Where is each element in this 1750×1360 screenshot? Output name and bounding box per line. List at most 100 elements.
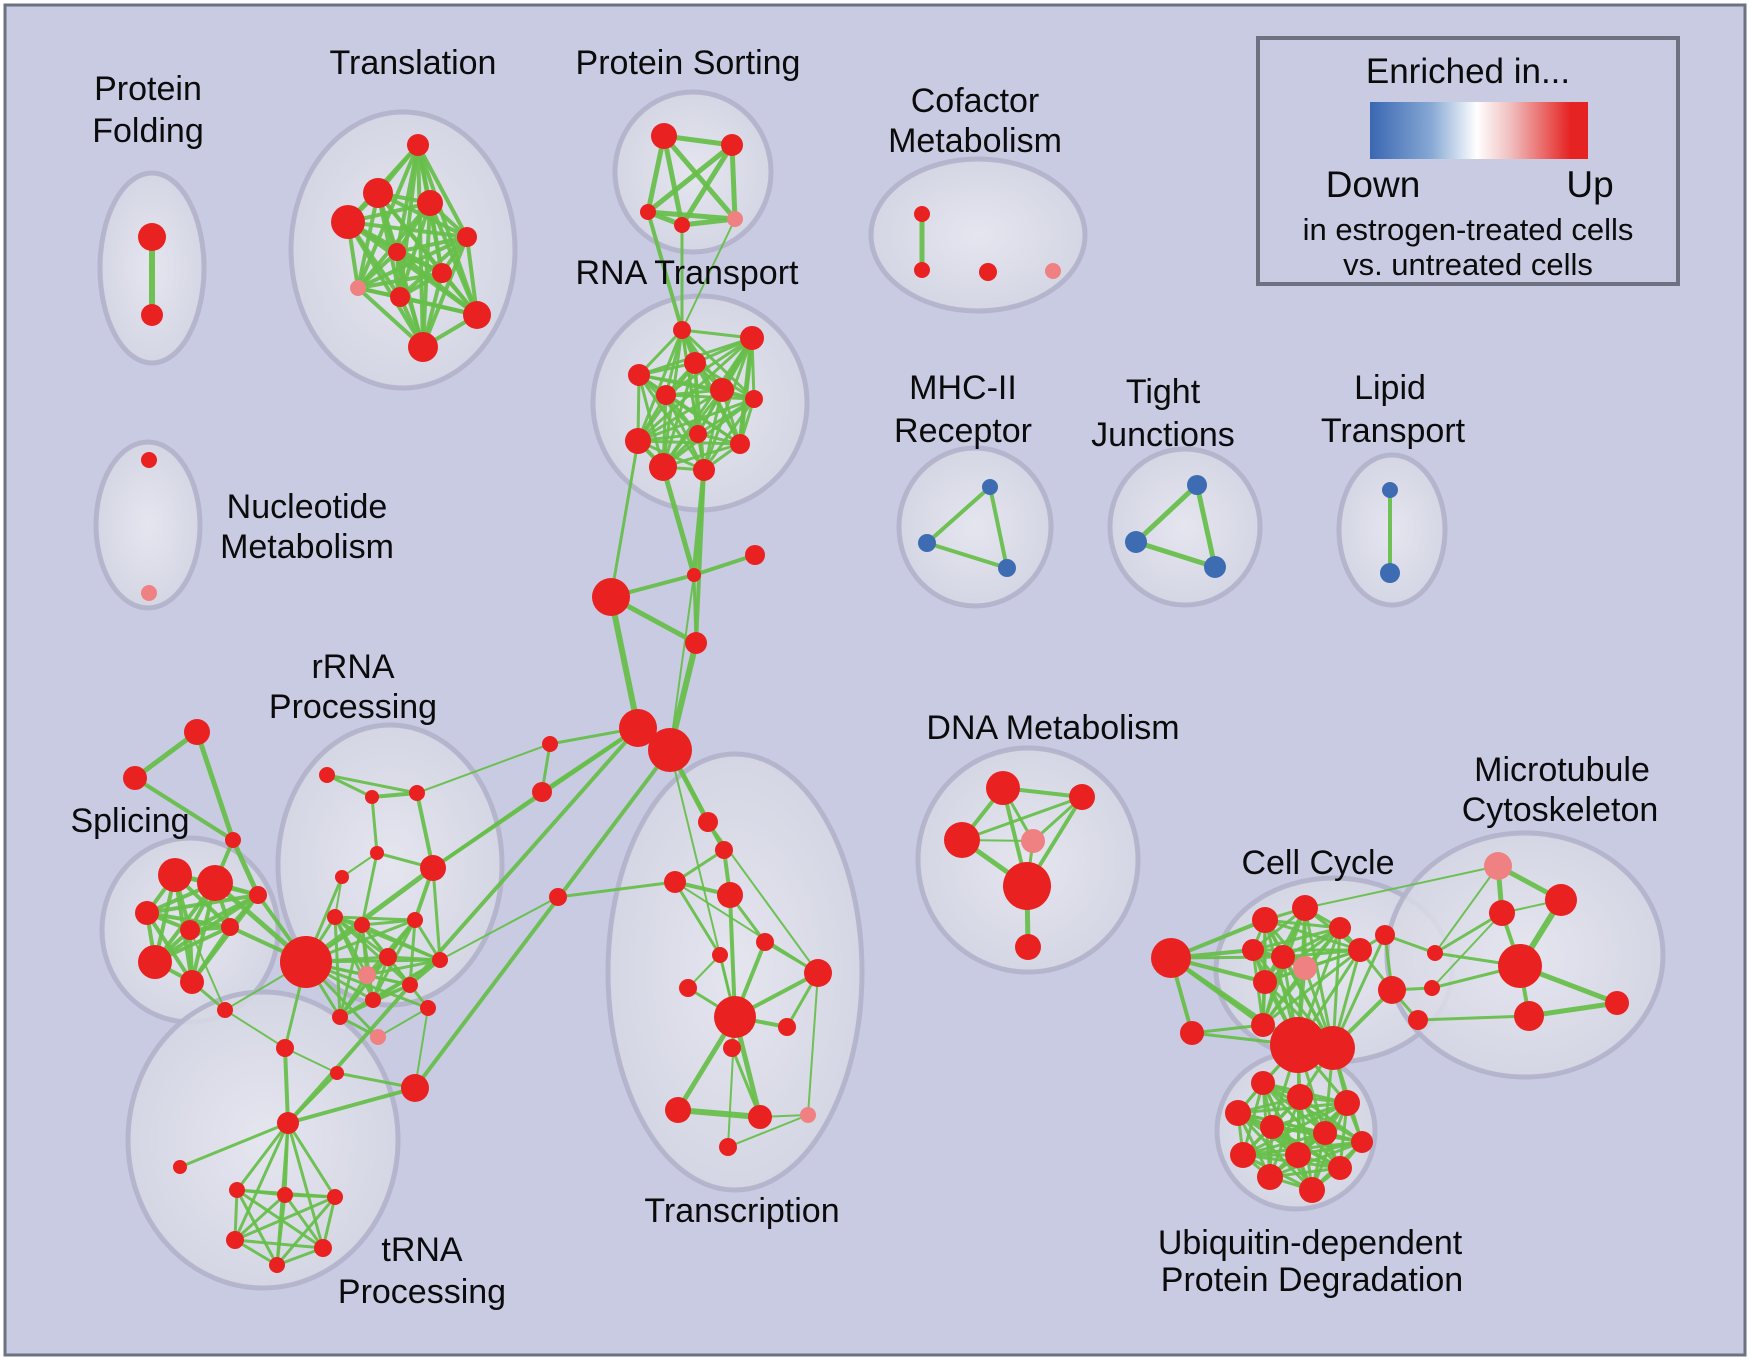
edge-sp3-sp5 — [145, 911, 232, 929]
edge-rr2-rr4 — [370, 795, 379, 855]
node-sp7 — [138, 945, 172, 979]
node-tx7 — [665, 1097, 691, 1123]
node-ub1 — [1251, 1071, 1275, 1095]
node-rr13 — [402, 977, 418, 993]
node-ps2 — [721, 134, 743, 156]
node-mh1 — [982, 479, 998, 495]
node-rr6 — [420, 855, 446, 881]
edge-rt15-hub1 — [608, 594, 641, 731]
edge-tphub-tpe — [286, 1121, 325, 1250]
node-rt10 — [730, 434, 750, 454]
edge-tr4-tr5 — [346, 220, 469, 239]
edge-ps2-ps3 — [645, 142, 735, 215]
edge-tj2-tj3 — [1133, 539, 1218, 570]
node-tpu3 — [401, 1074, 429, 1102]
cluster-label-tight-junctions-0: Tight — [1126, 373, 1201, 411]
edge-tphub-tpu1 — [283, 1046, 290, 1125]
node-spx2 — [123, 766, 147, 790]
node-rt2 — [740, 326, 764, 350]
edge-tpb-tpe — [283, 1193, 325, 1250]
cluster-label-ubiquitin-degradation-0: Ubiquitin-dependent — [1158, 1224, 1463, 1262]
node-ub2 — [1287, 1084, 1313, 1110]
legend-down-label: Down — [1325, 164, 1421, 205]
edge-c5-tx1 — [673, 880, 722, 957]
edge-cc14-mt2 — [1433, 911, 1504, 955]
edge-rr6-rr11 — [431, 866, 442, 962]
edge-tpb-tpd — [233, 1193, 287, 1242]
node-mt2 — [1489, 900, 1515, 926]
cluster-label-trna-processing-0: tRNA — [381, 1231, 463, 1269]
edge-cc13-mt3 — [1416, 1014, 1531, 1022]
node-sp5 — [221, 918, 239, 936]
edge-mh1-mh3 — [988, 485, 1009, 570]
node-cc7 — [1253, 970, 1277, 994]
edge-rr4-rr5 — [341, 852, 378, 878]
node-ub6 — [1313, 1121, 1337, 1145]
edge-rt11-rt13 — [660, 464, 697, 578]
node-ccb2 — [1311, 1026, 1355, 1070]
node-tpf — [269, 1257, 285, 1273]
node-rt14 — [745, 545, 765, 565]
node-tx5 — [778, 1018, 796, 1036]
node-tp0 — [173, 1160, 187, 1174]
edge-ps2-ps5 — [729, 142, 738, 222]
legend-box: Enriched in... Down Up in estrogen-treat… — [1256, 36, 1680, 286]
edge-c2-rr6 — [431, 790, 544, 870]
edge-tpb-tpf — [275, 1193, 287, 1267]
edge-tpc-tpd — [233, 1195, 337, 1242]
cluster-label-protein-folding-0: Protein — [94, 70, 202, 108]
edge-sp4-sp9 — [189, 929, 226, 1011]
node-rr15 — [365, 992, 381, 1008]
node-rr7 — [327, 909, 343, 925]
edge-tpu1-sp9 — [224, 1009, 286, 1049]
node-ub9 — [1285, 1142, 1311, 1168]
node-sp6 — [249, 886, 267, 904]
edge-spx1-spx3 — [194, 729, 236, 843]
cluster-label-translation-0: Translation — [330, 44, 497, 82]
node-sp1 — [158, 858, 192, 892]
edge-tx6-tx8 — [730, 1046, 762, 1119]
node-rr16 — [332, 1009, 348, 1025]
edge-tx7-tx8 — [675, 1107, 763, 1120]
node-rrhub — [280, 936, 332, 988]
node-mh3 — [998, 559, 1016, 577]
node-dm3 — [944, 822, 980, 858]
edge-ub3-ub11 — [1268, 1101, 1349, 1179]
edge-rr7-rr9 — [333, 915, 417, 922]
node-tx8 — [748, 1105, 772, 1129]
node-tr2 — [363, 178, 393, 208]
edge-mh2-mh3 — [925, 541, 1009, 570]
edge-rt13-rt14 — [692, 553, 757, 577]
cluster-label-microtubule-cytoskeleton-1: Cytoskeleton — [1462, 791, 1659, 829]
cluster-label-lipid-transport-1: Transport — [1321, 412, 1466, 450]
edge-ps4-ps5 — [679, 216, 738, 228]
edge-tx9-tx10 — [727, 1114, 809, 1148]
node-tx10 — [719, 1138, 737, 1156]
edge-rr8-rr11 — [360, 923, 442, 962]
edge-tphub-tpu3 — [286, 1086, 417, 1125]
node-tpc — [327, 1189, 343, 1205]
edge-tphub-tpu2 — [286, 1071, 339, 1125]
node-cc2 — [1292, 895, 1318, 921]
node-mt1 — [1545, 884, 1577, 916]
node-cc13 — [1408, 1010, 1428, 1030]
node-cc14 — [1427, 945, 1443, 961]
node-mt3 — [1514, 1001, 1544, 1031]
node-dm1 — [986, 771, 1020, 805]
edge-rr8-rr9 — [360, 918, 417, 927]
node-rr8 — [354, 917, 370, 933]
node-c3 — [698, 812, 718, 832]
cluster-ellipse-tight-junctions — [1107, 446, 1263, 608]
cluster-label-rrna-processing-0: rRNA — [311, 648, 394, 686]
node-cchub — [1151, 938, 1191, 978]
node-nm1 — [141, 452, 157, 468]
edge-rt1-rt8 — [636, 328, 684, 443]
cluster-ellipse-nucleotide-metabolism — [93, 439, 203, 611]
node-hub2 — [648, 728, 692, 772]
node-rr11 — [432, 952, 448, 968]
node-rt16 — [685, 632, 707, 654]
cluster-label-splicing-0: Splicing — [70, 802, 189, 840]
legend-title: Enriched in... — [1365, 52, 1571, 91]
edge-sp3-sp6 — [145, 893, 260, 915]
